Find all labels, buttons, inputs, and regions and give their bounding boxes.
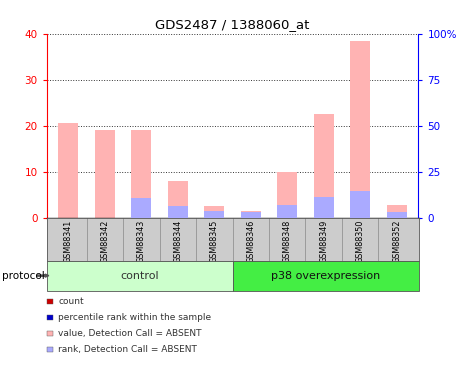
Text: protocol: protocol	[2, 271, 45, 280]
Text: percentile rank within the sample: percentile rank within the sample	[58, 313, 211, 322]
Text: value, Detection Call = ABSENT: value, Detection Call = ABSENT	[58, 329, 202, 338]
Text: rank, Detection Call = ABSENT: rank, Detection Call = ABSENT	[58, 345, 197, 354]
Text: GSM88352: GSM88352	[392, 220, 401, 263]
Text: GDS2487 / 1388060_at: GDS2487 / 1388060_at	[155, 18, 310, 31]
Bar	[350, 191, 370, 217]
Text: GSM88348: GSM88348	[283, 220, 292, 263]
Text: GSM88349: GSM88349	[319, 220, 328, 263]
Bar	[95, 130, 115, 218]
Bar	[58, 123, 79, 218]
Text: GSM88346: GSM88346	[246, 220, 255, 263]
Text: GSM88342: GSM88342	[100, 220, 109, 263]
Bar	[277, 172, 297, 217]
Bar	[314, 114, 334, 218]
Text: count: count	[58, 297, 84, 306]
Bar	[386, 205, 407, 218]
Bar	[204, 206, 224, 218]
Text: control: control	[120, 271, 159, 280]
Bar	[168, 206, 188, 218]
Bar	[168, 181, 188, 218]
Text: GSM88345: GSM88345	[210, 220, 219, 263]
Text: GSM88343: GSM88343	[137, 220, 146, 263]
Bar	[241, 212, 261, 217]
Text: GSM88341: GSM88341	[64, 220, 73, 263]
Bar	[204, 210, 224, 218]
Bar	[386, 212, 407, 217]
Text: p38 overexpression: p38 overexpression	[271, 271, 380, 280]
Bar	[241, 211, 261, 218]
Bar	[277, 205, 297, 218]
Bar	[131, 198, 151, 217]
Bar	[350, 40, 370, 218]
Bar	[314, 197, 334, 217]
Text: GSM88344: GSM88344	[173, 220, 182, 263]
FancyBboxPatch shape	[232, 261, 418, 291]
Text: GSM88350: GSM88350	[356, 220, 365, 263]
Bar	[131, 130, 151, 218]
FancyBboxPatch shape	[46, 261, 232, 291]
